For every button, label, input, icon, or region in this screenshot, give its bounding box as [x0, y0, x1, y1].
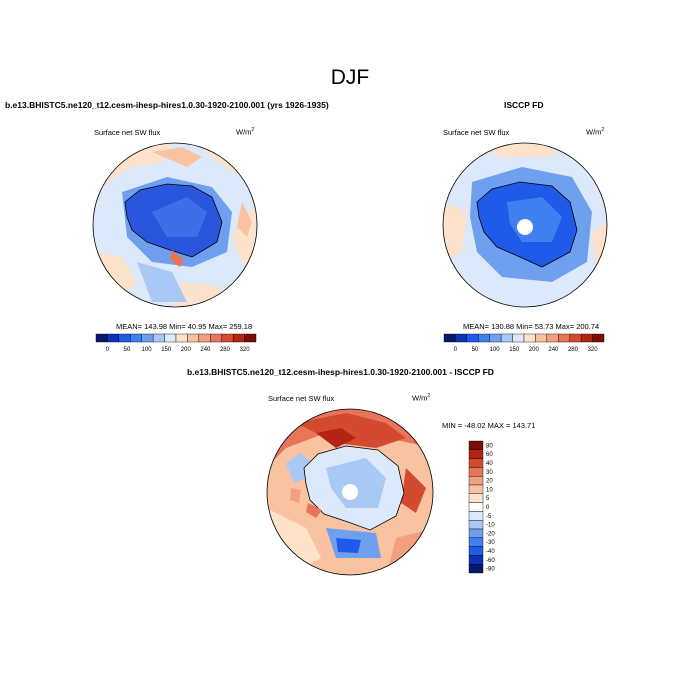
diff-colorbar-swatch	[468, 484, 484, 495]
diff-colorbar-label: 30	[486, 470, 493, 476]
obs-colorbar-label: 50	[472, 347, 479, 353]
obs-variable-label: Surface net SW flux	[443, 128, 510, 137]
diff-colorbar-swatch	[468, 555, 484, 565]
obs-colorbar-swatch	[466, 333, 479, 343]
obs-colorbar-swatch	[512, 333, 525, 343]
diff-panel-title: b.e13.BHISTC5.ne120_t12.cesm-ihesp-hires…	[187, 367, 494, 377]
diff-colorbar-swatch	[468, 502, 484, 512]
model-colorbar-swatch	[107, 333, 120, 343]
model-colorbar: 0 50 100 150 200 240 280 320	[95, 333, 257, 353]
model-units-label: W/m2	[236, 127, 255, 137]
model-polar-map	[92, 142, 258, 308]
diff-polar-map	[266, 408, 434, 576]
model-colorbar-label: 280	[220, 347, 231, 353]
model-colorbar-swatch	[198, 333, 211, 343]
model-colorbar-label: 0	[106, 347, 110, 353]
obs-colorbar-label: 0	[454, 347, 458, 353]
diff-colorbar-label: 80	[486, 443, 493, 449]
model-colorbar-swatch	[187, 333, 200, 343]
diff-colorbar-label: -80	[486, 567, 495, 573]
obs-colorbar-labels: 0 50 100 150 200 240 280 320	[454, 347, 598, 353]
model-colorbar-label: 200	[181, 347, 192, 353]
diff-colorbar-swatches	[468, 440, 484, 574]
model-colorbar-label: 100	[142, 347, 153, 353]
diff-colorbar-swatch	[468, 528, 484, 539]
diff-colorbar-swatch	[468, 563, 484, 574]
figure-title: DJF	[330, 66, 370, 89]
model-stats: MEAN= 143.98 Min= 40.95 Max= 259.18	[116, 322, 253, 331]
model-colorbar-swatch	[141, 333, 154, 343]
model-variable-label: Surface net SW flux	[94, 128, 161, 137]
obs-units-label: W/m2	[586, 127, 605, 137]
obs-colorbar-swatch	[478, 333, 490, 343]
obs-colorbar-swatch	[523, 333, 536, 343]
obs-colorbar-swatch	[580, 333, 593, 343]
diff-colorbar-swatch	[468, 476, 484, 486]
obs-polar-map	[442, 142, 608, 308]
obs-colorbar-swatches	[443, 333, 605, 343]
diff-stats: MIN = -48.02 MAX = 143.71	[442, 421, 536, 430]
model-colorbar-swatch	[164, 333, 177, 343]
model-colorbar-swatch	[130, 333, 142, 343]
obs-colorbar-swatch	[455, 333, 468, 343]
obs-colorbar-swatch	[500, 333, 513, 343]
obs-colorbar-swatch	[443, 333, 456, 343]
diff-colorbar-label: -5	[486, 514, 492, 520]
diff-colorbar-label: 20	[486, 479, 493, 485]
diff-colorbar-swatch	[468, 467, 484, 477]
obs-stats: MEAN= 130.88 Min= 53.73 Max= 200.74	[463, 322, 600, 331]
obs-colorbar-swatch	[592, 333, 605, 343]
diff-colorbar-label: 60	[486, 452, 493, 458]
model-colorbar-swatch	[95, 333, 108, 343]
model-colorbar-labels: 0 50 100 150 200 240 280 320	[106, 347, 250, 353]
model-panel-title: b.e13.BHISTC5.ne120_t12.cesm-ihesp-hires…	[5, 100, 329, 110]
obs-colorbar-label: 100	[490, 347, 501, 353]
model-colorbar-label: 240	[200, 347, 211, 353]
diff-colorbar-swatch	[468, 519, 484, 530]
diff-colorbar-label: -30	[486, 540, 495, 546]
diff-colorbar-swatch	[468, 458, 484, 468]
obs-colorbar-swatch	[546, 333, 559, 343]
obs-colorbar-swatch	[569, 333, 582, 343]
model-colorbar-swatch	[244, 333, 257, 343]
obs-colorbar-swatch	[558, 333, 570, 343]
model-colorbar-swatches	[95, 333, 257, 343]
diff-colorbar-label: -40	[486, 549, 495, 555]
model-colorbar-label: 320	[240, 347, 251, 353]
diff-colorbar-label: 40	[486, 461, 493, 467]
obs-colorbar-label: 200	[529, 347, 540, 353]
diff-colorbar-label: 10	[486, 487, 493, 493]
diff-colorbar-swatch	[468, 440, 484, 451]
diff-variable-label: Surface net SW flux	[268, 394, 335, 403]
diff-colorbar-label: -60	[486, 558, 495, 564]
obs-panel-title: ISCCP FD	[504, 100, 544, 110]
diff-colorbar-label: -10	[486, 523, 495, 529]
obs-colorbar: 0 50 100 150 200 240 280 320	[443, 333, 605, 353]
diff-colorbar-swatch	[468, 493, 484, 503]
model-colorbar-label: 150	[161, 347, 172, 353]
obs-colorbar-label: 150	[509, 347, 520, 353]
diff-colorbar-label: 5	[486, 496, 490, 502]
obs-colorbar-label: 280	[568, 347, 579, 353]
model-colorbar-swatch	[232, 333, 245, 343]
obs-colorbar-swatch	[535, 333, 548, 343]
obs-colorbar-label: 320	[588, 347, 599, 353]
obs-colorbar-label: 240	[548, 347, 559, 353]
diff-colorbar-swatch	[468, 449, 484, 459]
diff-colorbar-swatch	[468, 537, 484, 547]
model-colorbar-swatch	[210, 333, 222, 343]
diff-colorbar-label: 0	[486, 505, 490, 511]
diff-colorbar-labels: 80 60 40 30 20 10 5 0 -5 -10 -20 -30 -40 -60 -80	[486, 443, 495, 572]
diff-colorbar-swatch	[468, 511, 484, 521]
diff-colorbar: 80 60 40 30 20 10 5 0 -5 -10 -20 -30 -40 -60 -80	[468, 440, 495, 574]
obs-colorbar-swatch	[489, 333, 502, 343]
model-colorbar-swatch	[152, 333, 165, 343]
model-colorbar-swatch	[221, 333, 234, 343]
diff-colorbar-swatch	[468, 546, 484, 556]
diff-colorbar-label: -20	[486, 531, 495, 537]
model-colorbar-swatch	[118, 333, 131, 343]
model-colorbar-label: 50	[124, 347, 131, 353]
model-colorbar-swatch	[175, 333, 188, 343]
diff-units-label: W/m2	[412, 393, 431, 403]
